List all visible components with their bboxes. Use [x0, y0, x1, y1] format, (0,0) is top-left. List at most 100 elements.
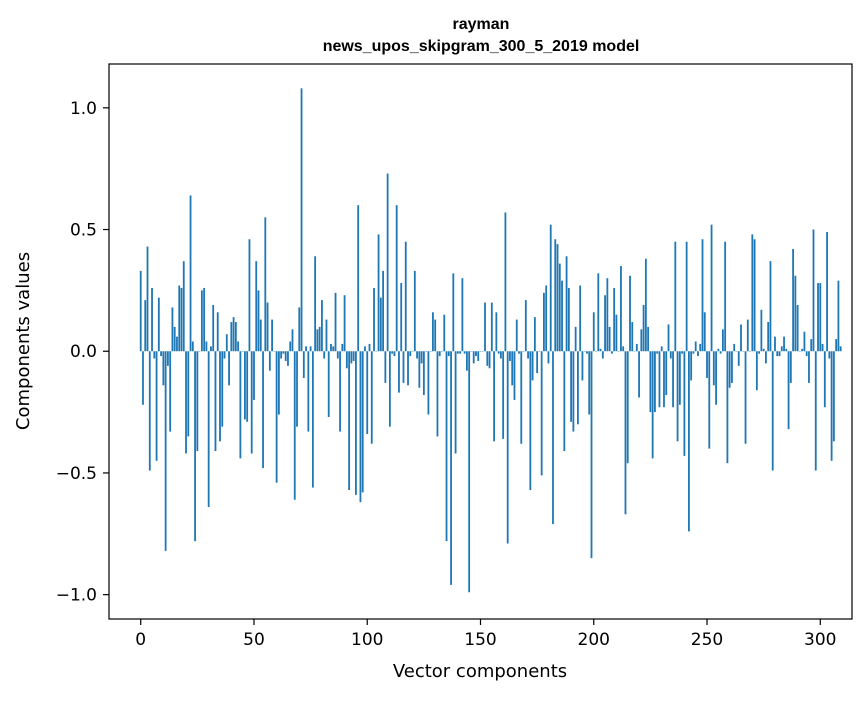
bar — [629, 276, 631, 351]
bar — [731, 351, 733, 383]
bar — [699, 344, 701, 351]
bar — [683, 351, 685, 456]
bar — [319, 327, 321, 351]
bar — [239, 351, 241, 458]
bar — [765, 351, 767, 363]
bar — [677, 351, 679, 441]
bar — [568, 288, 570, 351]
bar — [500, 351, 502, 358]
bar — [561, 281, 563, 352]
bar — [246, 351, 248, 422]
bar — [153, 351, 155, 358]
bar — [387, 174, 389, 352]
bar — [371, 351, 373, 444]
bar — [221, 351, 223, 426]
bar — [813, 230, 815, 352]
bar — [439, 351, 441, 356]
bar — [516, 320, 518, 352]
bar — [194, 351, 196, 541]
bar — [695, 342, 697, 352]
bar — [323, 351, 325, 358]
bar — [416, 351, 418, 358]
bar — [187, 351, 189, 436]
bar — [160, 351, 162, 356]
bar — [717, 349, 719, 351]
bar — [190, 195, 192, 351]
bar — [532, 351, 534, 380]
bar — [203, 288, 205, 351]
bar — [267, 303, 269, 352]
bar — [792, 249, 794, 351]
bar — [733, 344, 735, 351]
bar — [788, 351, 790, 429]
bar — [418, 351, 420, 388]
bar — [604, 295, 606, 351]
bar — [525, 300, 527, 351]
bar — [373, 288, 375, 351]
bar — [536, 351, 538, 373]
bar — [774, 337, 776, 352]
bar — [586, 351, 588, 353]
bar — [219, 351, 221, 441]
bar — [720, 351, 722, 353]
bar — [237, 342, 239, 352]
bar — [169, 351, 171, 431]
bar — [285, 351, 287, 361]
bar — [314, 256, 316, 351]
bar — [627, 351, 629, 463]
bar — [389, 351, 391, 426]
bar — [824, 351, 826, 407]
bar — [226, 334, 228, 351]
bar — [217, 312, 219, 351]
bar — [224, 351, 226, 358]
bar — [763, 349, 765, 351]
bar — [674, 242, 676, 352]
bar — [461, 278, 463, 351]
bar — [826, 232, 828, 351]
x-tick-label: 150 — [464, 630, 496, 650]
bar — [663, 351, 665, 407]
bar — [448, 351, 450, 356]
bar — [192, 342, 194, 352]
bar — [185, 351, 187, 453]
bar — [566, 256, 568, 351]
bar — [600, 349, 602, 351]
bar — [760, 310, 762, 351]
bar — [727, 351, 729, 463]
bar — [572, 351, 574, 431]
bar — [344, 295, 346, 351]
bar — [579, 286, 581, 352]
bar — [353, 351, 355, 361]
bar — [588, 351, 590, 414]
bar — [509, 351, 511, 361]
bar — [475, 351, 477, 356]
bar — [208, 351, 210, 507]
bar — [681, 351, 683, 353]
bar — [174, 327, 176, 351]
bar — [591, 351, 593, 558]
bar — [554, 239, 556, 351]
bar — [815, 351, 817, 470]
bar — [625, 351, 627, 514]
bar — [455, 351, 457, 453]
bar — [310, 346, 312, 351]
bar — [348, 351, 350, 490]
bar — [702, 239, 704, 351]
bar — [545, 286, 547, 352]
bar — [357, 205, 359, 351]
bar — [706, 351, 708, 378]
bar — [772, 351, 774, 470]
bar — [828, 351, 830, 358]
bar — [622, 346, 624, 351]
bar — [729, 351, 731, 388]
bar — [294, 351, 296, 499]
bar — [620, 266, 622, 351]
y-axis-label: Components values — [13, 252, 34, 430]
x-tick-label: 250 — [691, 630, 723, 650]
bar — [230, 322, 232, 351]
bar — [212, 305, 214, 351]
bar — [162, 351, 164, 385]
bar — [489, 351, 491, 368]
bar — [679, 351, 681, 405]
